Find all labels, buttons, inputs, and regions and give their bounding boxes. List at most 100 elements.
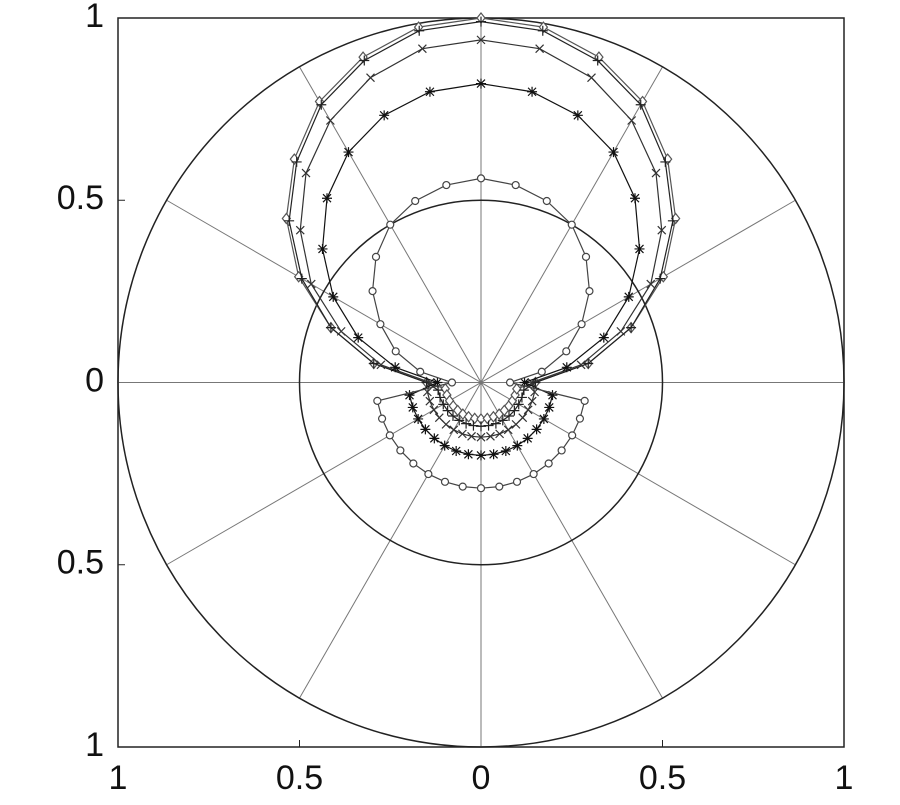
series-marker	[667, 215, 678, 226]
series-marker	[429, 405, 439, 415]
series-marker	[432, 377, 443, 388]
series-marker	[373, 396, 382, 405]
series-marker	[448, 399, 458, 412]
series-marker	[476, 484, 486, 493]
series-marker	[413, 413, 424, 424]
series-marker	[512, 477, 522, 486]
series-marker	[391, 347, 400, 356]
x-tick-label: 0.5	[276, 759, 323, 797]
series-marker	[529, 469, 538, 479]
series-marker	[490, 418, 501, 429]
series-marker	[376, 320, 385, 329]
series-marker	[379, 110, 390, 121]
series-marker	[511, 382, 522, 395]
series-marker	[411, 196, 420, 206]
series-marker	[366, 73, 375, 83]
series-marker	[468, 420, 479, 431]
series-marker	[414, 25, 425, 36]
series-marker	[448, 411, 458, 422]
series-marker	[407, 402, 418, 413]
series-marker	[535, 44, 545, 54]
series-marker	[404, 390, 415, 401]
series-marker	[557, 446, 566, 455]
series-marker	[377, 414, 387, 423]
series-marker	[441, 419, 451, 429]
series-marker	[486, 431, 495, 441]
series-marker	[476, 78, 486, 89]
series-marker	[513, 399, 524, 410]
series-marker	[538, 21, 549, 34]
series-marker	[368, 358, 379, 369]
series-marker	[646, 279, 656, 289]
series-marker	[296, 273, 307, 284]
series-marker	[476, 35, 486, 45]
series-marker	[413, 21, 424, 34]
series-marker	[476, 174, 486, 183]
series-marker	[531, 424, 542, 435]
series-marker	[420, 424, 431, 435]
series-marker	[537, 367, 546, 376]
series-marker	[469, 412, 480, 425]
series-marker	[495, 429, 505, 439]
series-marker	[336, 326, 346, 336]
series-marker	[416, 367, 425, 376]
x-tick-label: 0	[472, 759, 491, 797]
series-marker	[476, 450, 486, 461]
series-marker	[476, 16, 486, 27]
y-tick-label: 0.5	[57, 179, 104, 217]
series-marker	[657, 225, 667, 235]
series-marker	[576, 360, 586, 370]
series-marker	[306, 279, 316, 289]
series-marker	[580, 396, 589, 405]
series-marker	[429, 433, 440, 444]
series-marker	[461, 418, 472, 429]
series-marker	[512, 440, 523, 451]
series-marker	[568, 431, 577, 440]
series-marker	[505, 378, 515, 387]
series-marker	[503, 425, 513, 435]
series-marker	[343, 147, 354, 158]
x-tick-label: 1	[835, 759, 854, 797]
series-marker	[353, 332, 364, 343]
series-marker	[328, 291, 339, 302]
y-tick-label: 0.5	[57, 544, 104, 582]
series-marker	[438, 399, 449, 410]
series-marker	[629, 193, 640, 204]
series-marker	[522, 433, 533, 444]
series-marker	[660, 156, 671, 167]
series-marker	[547, 390, 558, 401]
series-marker	[562, 347, 571, 356]
series-marker	[542, 196, 551, 206]
series-marker	[511, 419, 521, 429]
series-marker	[527, 396, 537, 406]
series-marker	[495, 482, 504, 491]
series-marker	[442, 180, 451, 190]
y-tick-label: 1	[85, 0, 104, 35]
series-marker	[284, 215, 295, 226]
x-tick-label: 1	[109, 759, 128, 797]
x-tick-label: 0.5	[639, 759, 686, 797]
series-marker	[386, 220, 395, 229]
series-marker	[316, 99, 327, 110]
series-marker	[635, 99, 646, 110]
series-marker	[651, 168, 661, 178]
series-marker	[458, 408, 468, 421]
series-marker	[567, 220, 576, 229]
series-marker	[616, 326, 626, 336]
series-marker	[511, 180, 520, 190]
series-marker	[527, 86, 538, 97]
series-marker	[439, 440, 450, 451]
r-grid-circle	[298, 199, 664, 566]
series-marker	[626, 322, 637, 333]
series-marker	[425, 396, 435, 406]
series-marker	[435, 392, 446, 403]
series-marker	[488, 449, 499, 460]
series-marker	[598, 332, 609, 343]
series-marker	[291, 156, 302, 167]
series-marker	[537, 25, 548, 36]
series-marker	[457, 429, 467, 439]
series-marker	[572, 110, 583, 121]
series-marker	[518, 385, 529, 396]
series-marker	[519, 377, 530, 388]
series-marker	[376, 360, 386, 370]
